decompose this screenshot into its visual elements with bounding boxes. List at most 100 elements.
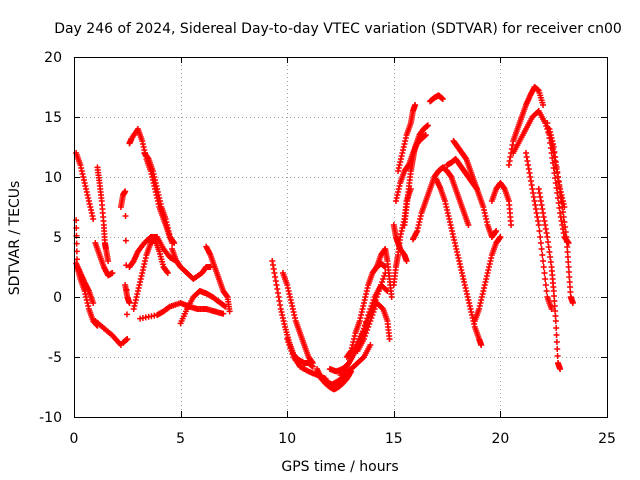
y-tick-label: -5 (48, 350, 62, 366)
y-tick-label: 15 (44, 110, 62, 126)
data-point (286, 342, 293, 348)
y-tick-label: 20 (44, 50, 62, 66)
series-segment-31 (390, 222, 410, 264)
data-point (403, 258, 410, 264)
data-point (569, 300, 576, 306)
data-point (557, 366, 564, 372)
data-point (226, 308, 233, 315)
data-point (374, 291, 381, 297)
series-segment-44 (544, 120, 572, 246)
data-point (122, 188, 129, 195)
series-segment-25 (354, 300, 393, 354)
data-point (508, 222, 515, 228)
series-segment-16 (203, 243, 233, 315)
data-point (288, 348, 295, 354)
data-point (538, 246, 545, 252)
series-segment-2 (73, 217, 101, 329)
y-tick-label: 0 (53, 290, 62, 306)
data-point (171, 240, 178, 246)
data-point (565, 240, 572, 246)
data-point (364, 327, 371, 333)
data-point (90, 216, 97, 222)
data-point (383, 287, 390, 293)
data-point (123, 311, 130, 318)
x-tick-label: 15 (385, 431, 403, 447)
series-segment-4 (92, 318, 124, 348)
data-point (388, 294, 395, 300)
series-segment-8 (122, 282, 133, 306)
series-segment-6 (92, 240, 116, 279)
data-point (542, 282, 549, 288)
series-segment-39 (505, 84, 547, 168)
data-points (73, 84, 576, 393)
data-point (493, 228, 500, 234)
data-point (120, 339, 127, 346)
x-tick-labels: 0 5 10 15 20 25 (70, 431, 616, 447)
data-point (376, 285, 383, 291)
data-point (367, 342, 374, 348)
x-tick-label: 10 (278, 431, 296, 447)
grid-lines (74, 57, 607, 417)
data-point (122, 237, 129, 244)
data-point (105, 258, 112, 264)
data-point (554, 353, 561, 359)
data-point (540, 258, 547, 264)
data-point (540, 264, 547, 270)
series-segment-32 (409, 164, 472, 243)
chart-title: Day 246 of 2024, Sidereal Day-to-day VTE… (54, 21, 622, 37)
data-point (553, 325, 560, 331)
data-point (478, 342, 485, 348)
data-point (365, 324, 372, 330)
series-segment-42 (535, 186, 564, 372)
series-segment-33 (427, 92, 446, 105)
series-segment-26 (373, 246, 395, 300)
y-tick-label: 5 (53, 230, 62, 246)
series-segment-3 (73, 260, 97, 306)
data-point (369, 312, 376, 318)
data-point (535, 222, 542, 228)
series-segment-14 (177, 288, 229, 327)
data-point (367, 318, 374, 324)
series-segment-34 (433, 176, 485, 348)
x-tick-label: 25 (598, 431, 616, 447)
data-point (378, 282, 385, 288)
series-segment-18 (279, 270, 316, 366)
series-segment-1 (73, 150, 97, 222)
data-point (375, 288, 382, 294)
data-point (164, 270, 171, 276)
series-segment-38 (471, 234, 504, 324)
data-point (553, 332, 560, 338)
data-point (90, 300, 97, 306)
data-point (284, 336, 291, 342)
series-segment-37 (488, 180, 515, 228)
data-point (126, 300, 133, 306)
data-point (537, 234, 544, 240)
series-segment-19 (284, 336, 329, 382)
data-point (221, 302, 228, 309)
y-axis-label: SDTVAR / TECUs (7, 181, 23, 296)
data-point (379, 279, 386, 285)
data-point (362, 333, 369, 339)
data-point (539, 252, 546, 258)
data-point (363, 330, 370, 336)
series-segment-7 (117, 188, 131, 346)
data-point (309, 360, 316, 366)
data-point (424, 122, 431, 129)
data-point (368, 315, 375, 321)
series-segment-23 (337, 270, 389, 378)
data-point (372, 297, 379, 303)
y-tick-label: -10 (39, 410, 62, 426)
data-point (542, 276, 549, 282)
data-point (371, 306, 378, 312)
series-segment-10 (141, 150, 178, 246)
data-point (536, 228, 543, 234)
data-point (422, 132, 429, 138)
data-point (285, 339, 292, 345)
series-segment-20 (314, 366, 355, 393)
data-point (548, 306, 555, 312)
series-segment-41 (522, 150, 555, 312)
series-segment-36 (450, 138, 500, 240)
data-point (370, 309, 377, 315)
data-point (497, 234, 504, 240)
